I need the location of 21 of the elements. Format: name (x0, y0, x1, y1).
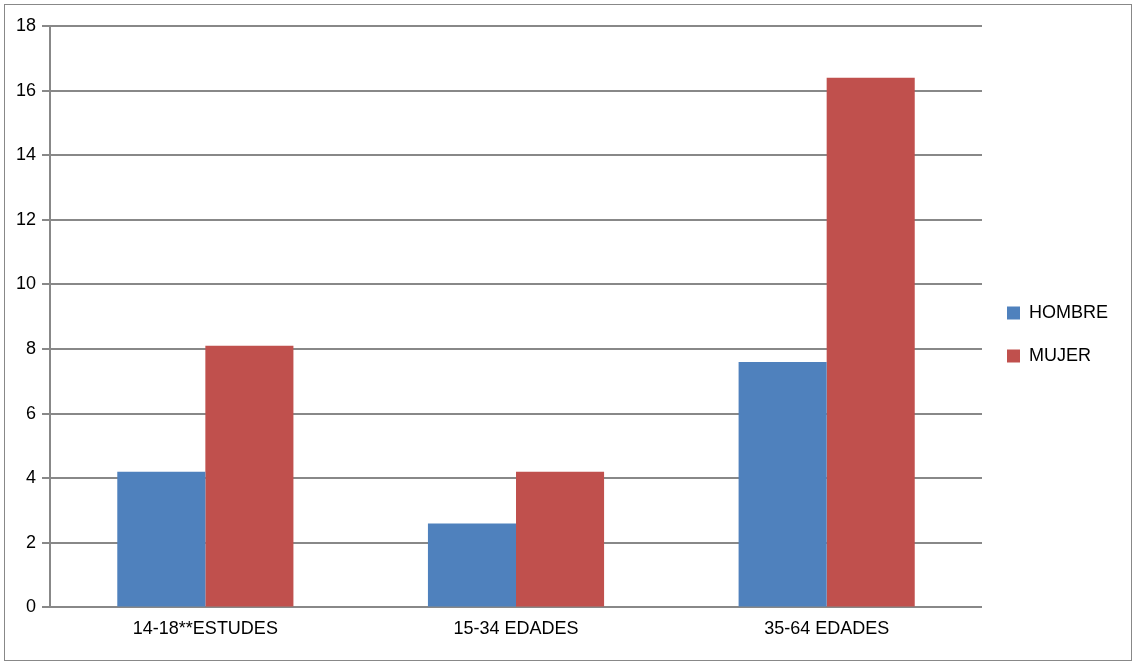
bar (738, 361, 827, 607)
bar (826, 77, 915, 607)
y-tick-label: 4 (26, 467, 37, 488)
y-tick-label: 10 (15, 273, 37, 294)
bar (516, 471, 605, 607)
y-tick-label: 16 (15, 79, 37, 100)
y-tick-label: 12 (15, 208, 37, 229)
x-tick-label: 15-34 EDADES (453, 618, 579, 639)
bar (117, 471, 206, 607)
x-tick-label: 14-18**ESTUDES (132, 618, 278, 639)
y-tick-label: 2 (26, 531, 37, 552)
y-tick-label: 8 (26, 337, 37, 358)
bar (205, 345, 294, 607)
y-tick-label: 6 (26, 402, 37, 423)
x-tick-label: 35-64 EDADES (764, 618, 890, 639)
y-tick-label: 0 (26, 596, 37, 617)
legend-label: MUJER (1029, 344, 1091, 365)
bar (427, 523, 517, 607)
y-tick-label: 14 (15, 144, 37, 165)
y-tick-label: 18 (15, 14, 37, 35)
legend-label: HOMBRE (1029, 301, 1109, 322)
